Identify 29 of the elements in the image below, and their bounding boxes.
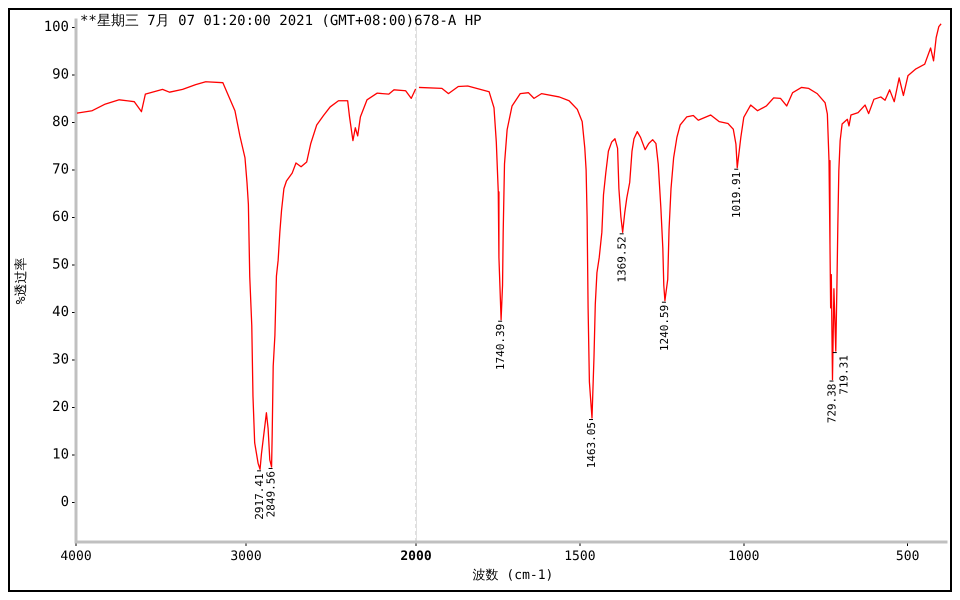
annotation: 1369.52 [616, 236, 629, 283]
y-tick-label: 30 [52, 352, 69, 368]
x-tick-label: 3000 [230, 549, 262, 564]
y-tick-label: 0 [60, 494, 69, 510]
y-tick-label: 80 [52, 114, 69, 130]
annotation: 1463.05 [584, 422, 598, 468]
x-tick-label: 1000 [728, 549, 760, 564]
x-tick-label: 2000 [400, 549, 432, 564]
annotation: 1019.91 [730, 172, 744, 218]
annotation: 2849.56 [264, 470, 278, 518]
y-tick-label: 20 [52, 399, 69, 416]
x-tick-label: 4000 [60, 549, 92, 564]
y-tick-label: 50 [52, 256, 69, 273]
annotation: 729.38 [825, 384, 838, 424]
annotation: 719.31 [837, 355, 850, 395]
x-tick-label: 500 [896, 549, 920, 564]
y-tick-label: 90 [52, 66, 69, 83]
x-tick-label: 1500 [564, 549, 596, 564]
y-tick-label: 70 [52, 162, 69, 178]
y-tick-label: 60 [52, 209, 69, 226]
x-axis-title: 波数 (cm-1) [472, 567, 554, 584]
y-axis-title: %透过率 [13, 258, 30, 304]
annotation: 1240.59 [658, 304, 671, 352]
annotation: 2917.41 [252, 473, 266, 520]
y-tick-label: 40 [52, 304, 69, 320]
annotation: 1740.39 [494, 324, 507, 370]
y-tick-label: 10 [52, 446, 69, 463]
chart-title: **星期三 7月 07 01:20:00 2021 (GMT+08:00)678-A HP [80, 12, 482, 30]
y-tick-label: 100 [44, 19, 69, 36]
